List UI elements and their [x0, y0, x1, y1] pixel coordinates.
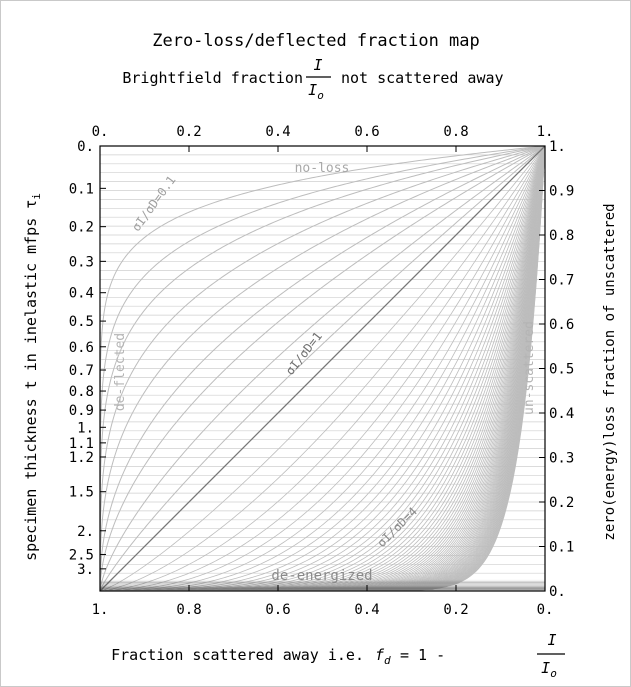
grid-lines [100, 154, 545, 583]
left-tick-label: 1. [77, 420, 94, 436]
bottom-tick-label: 0.2 [443, 602, 468, 618]
label-de-energized: de-energized [271, 568, 372, 584]
label-no-loss: no-loss [295, 161, 350, 176]
subtitle-suffix: not scattered away [341, 69, 504, 87]
left-tick-label: 0.8 [69, 384, 94, 400]
bottom-tick-label: 1. [92, 602, 109, 618]
curve-ratio-0.15 [99, 145, 546, 592]
right-tick-label: 0.9 [549, 184, 574, 200]
chart-title: Zero-loss/deflected fraction map [152, 31, 480, 51]
bottom-tick-label: 0.8 [176, 602, 201, 618]
right-axis-title: zero(energy)loss fraction of unscattered [602, 203, 618, 540]
right-tick-label: 0.2 [549, 495, 574, 511]
right-tick-label: 0.5 [549, 362, 574, 378]
left-tick-label: 1.1 [69, 436, 94, 452]
curve-ratio-1.75 [100, 145, 546, 592]
left-tick-label: 2. [77, 524, 94, 540]
axes: 0. 0.2 0.4 0.6 0.8 1.1. 0.8 0.6 0.4 0.2 0.0.0.10.2… [69, 124, 575, 618]
left-tick-label: 2.5 [69, 547, 94, 563]
curve-ratio-0.27 [99, 145, 546, 592]
right-tick-label: 0.6 [549, 317, 574, 333]
curve-ratio-0.55 [99, 145, 546, 592]
left-tick-label: 0.9 [69, 403, 94, 419]
left-tick-label: 0.3 [69, 254, 94, 270]
subtitle-prefix: Brightfield fraction [122, 69, 303, 87]
label-ratio-low: σI/σD=0.1 [129, 173, 179, 234]
right-tick-label: 0.3 [549, 451, 574, 467]
curve-ratio-0.45 [99, 145, 546, 592]
left-tick-label: 0.1 [69, 181, 94, 197]
bottom-fraction-numerator: I [547, 631, 556, 649]
left-tick-label: 1.2 [69, 450, 94, 466]
bottom-tick-label: 0. [537, 602, 554, 618]
top-tick-label: 0.2 [176, 124, 201, 140]
bottom-tick-label: 0.4 [354, 602, 379, 618]
right-tick-label: 0.7 [549, 273, 574, 289]
left-tick-label: 0.4 [69, 286, 94, 302]
bottom-title-equals: = 1 - [400, 646, 445, 664]
left-tick-label: 0. [77, 139, 94, 155]
right-tick-label: 0. [549, 584, 566, 600]
right-tick-label: 1. [549, 139, 566, 155]
subtitle-fraction-denominator: Io [308, 81, 324, 102]
bottom-title-symbol: fd [375, 646, 391, 667]
label-de-flected: de-flected [113, 333, 128, 411]
top-tick-label: 1. [537, 124, 554, 140]
top-tick-label: 0. [92, 124, 109, 140]
right-tick-label: 0.4 [549, 406, 574, 422]
curve-ratio-1.25 [99, 145, 546, 592]
left-tick-label: 0.2 [69, 220, 94, 236]
top-tick-label: 0.6 [354, 124, 379, 140]
bottom-fraction-denominator: Io [541, 659, 557, 680]
label-ratio-mid: σI/σD=1 [283, 329, 325, 377]
top-tick-label: 0.8 [443, 124, 468, 140]
right-tick-label: 0.8 [549, 228, 574, 244]
chart-subtitle: Brightfield fraction I Io not scattered … [122, 56, 503, 102]
curve-ratio-0.1 [99, 145, 546, 592]
curve-ratio-1 [99, 145, 546, 592]
curve-ratio-0.2 [99, 145, 546, 592]
left-tick-label: 3. [77, 562, 94, 578]
bottom-tick-label: 0.6 [265, 602, 290, 618]
curve-ratio-0.7 [99, 145, 546, 592]
left-axis-title: specimen thickness t in inelastic mfps τ… [22, 193, 43, 561]
left-tick-label: 0.5 [69, 314, 94, 330]
bottom-axis-title: Fraction scattered away i.e. fd = 1 - I … [111, 631, 565, 680]
right-tick-label: 0.1 [549, 540, 574, 556]
left-tick-label: 1.5 [69, 485, 94, 501]
curve-ratio-0.35 [99, 145, 546, 592]
curve-ratio-0.85 [99, 145, 546, 592]
label-un-scattered: un-scattered [522, 321, 537, 415]
bottom-title-prefix: Fraction scattered away i.e. [111, 646, 364, 664]
left-tick-label: 0.7 [69, 363, 94, 379]
subtitle-fraction-numerator: I [313, 56, 322, 74]
top-tick-label: 0.4 [265, 124, 290, 140]
left-tick-label: 0.6 [69, 340, 94, 356]
